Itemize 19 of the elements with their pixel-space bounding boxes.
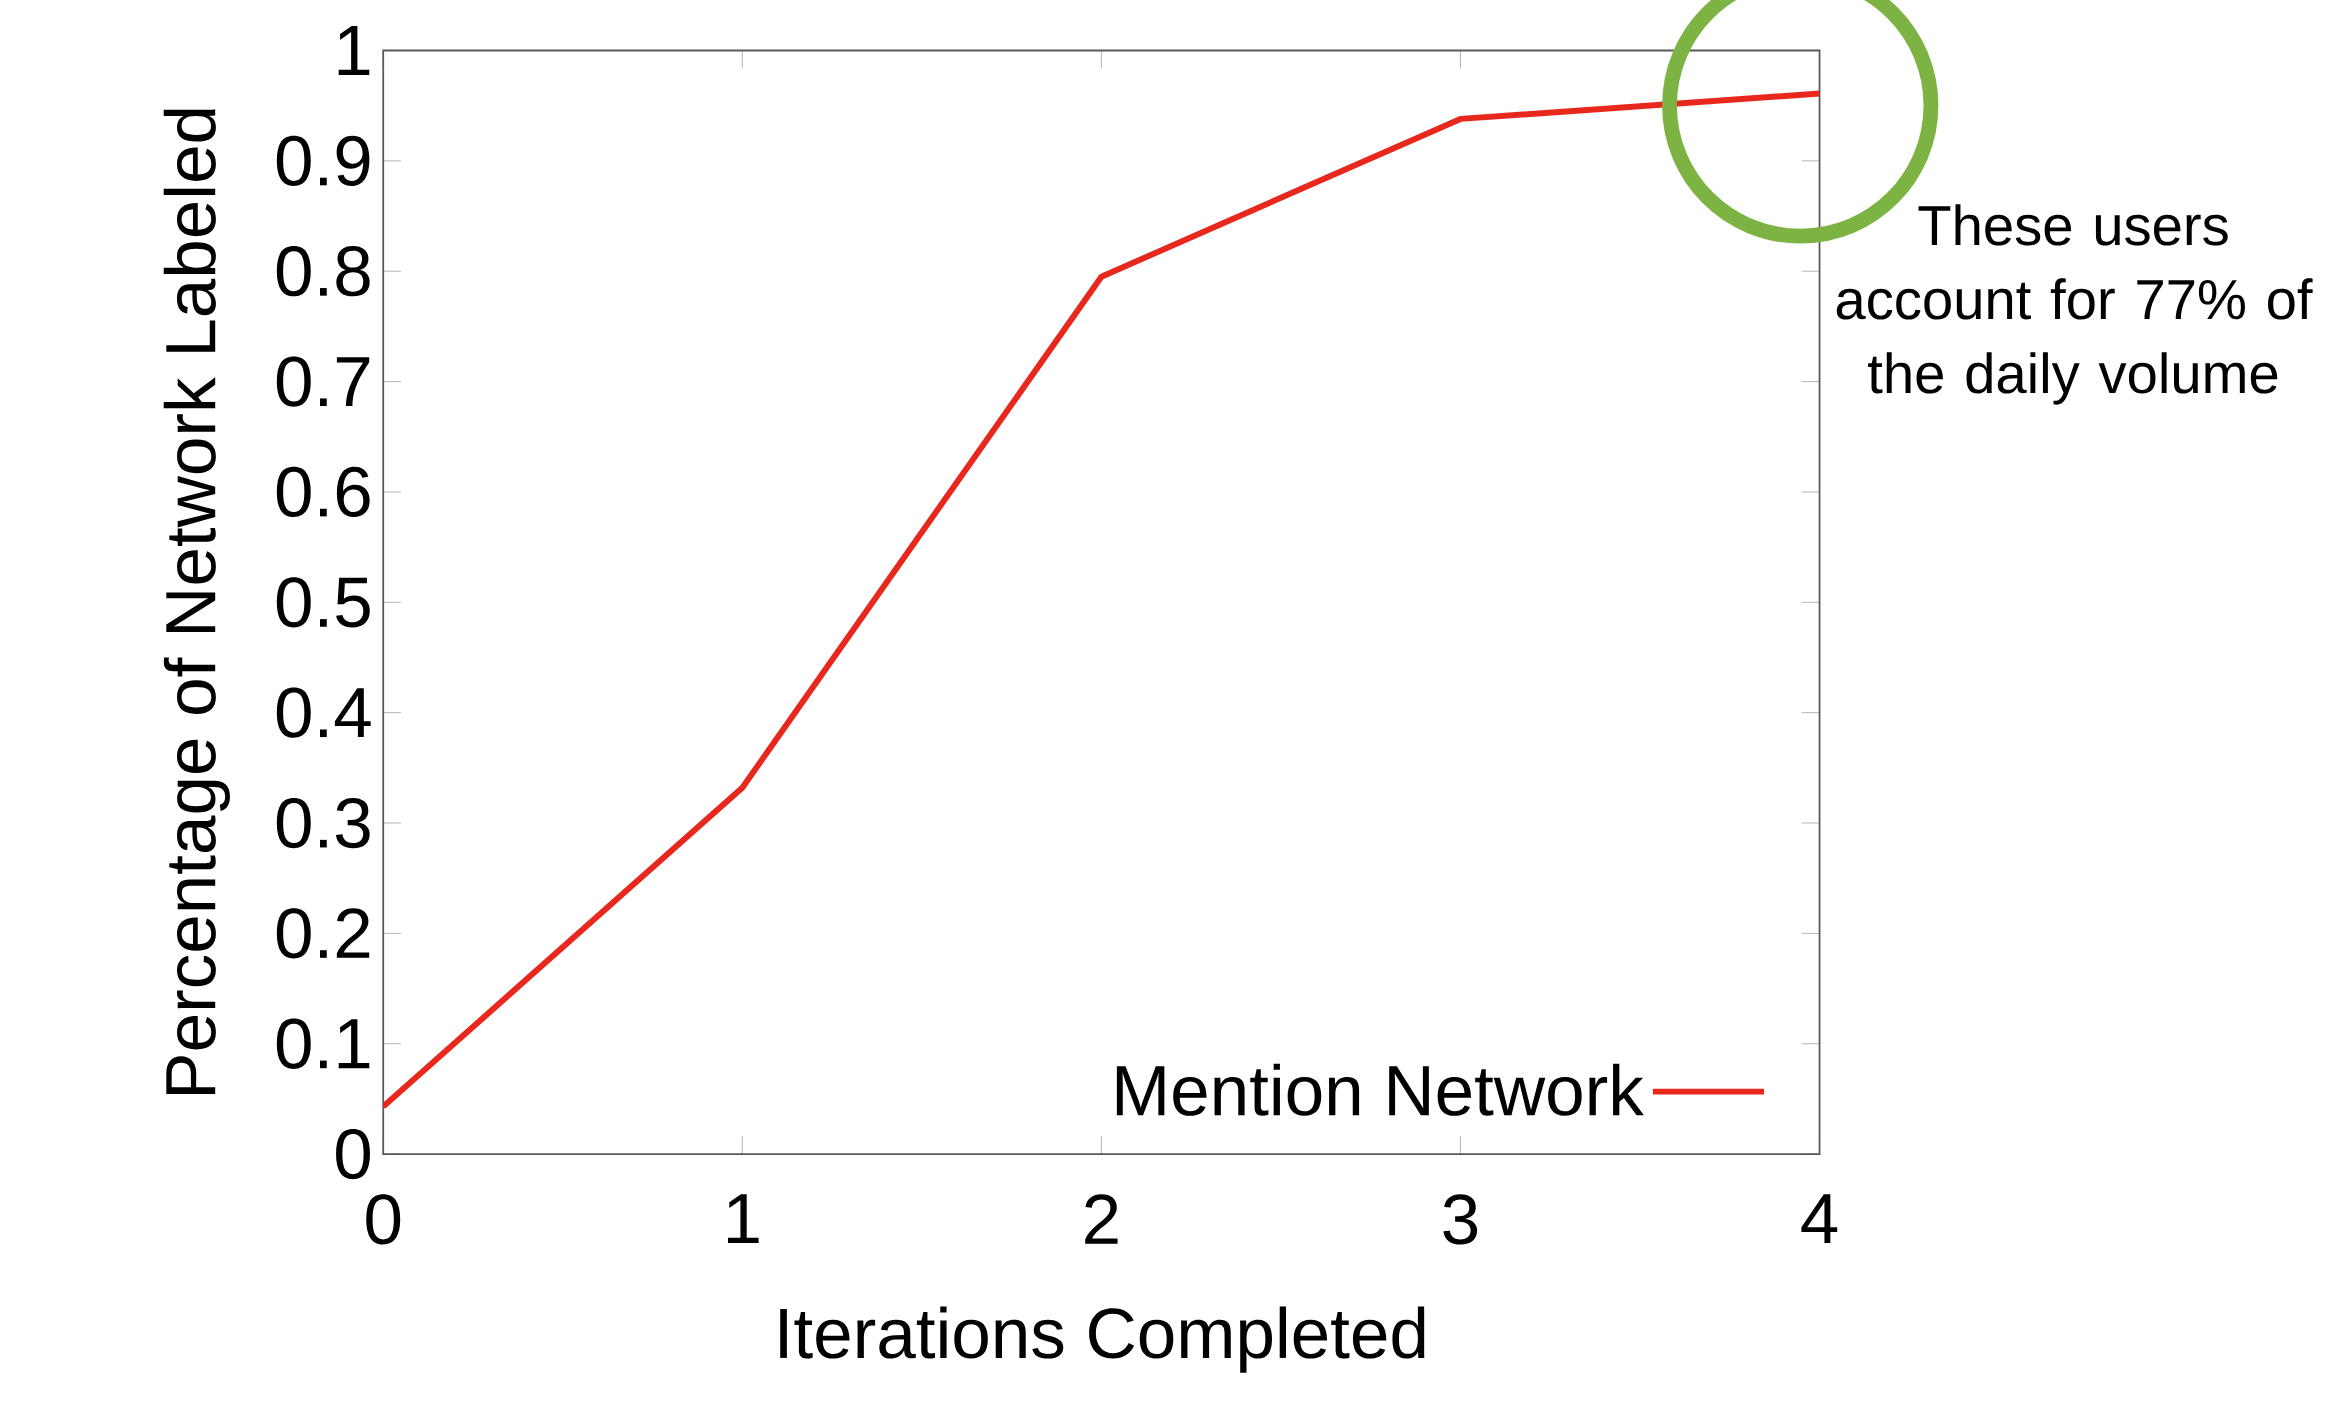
y-tick-label: 0 [336,1129,370,1180]
y-tick-label: 0.5 [276,577,370,628]
y-tick-label: 0.1 [276,1018,370,1070]
x-tick-label: 2 [1085,1194,1118,1245]
y-tick-label: 0.9 [276,135,370,187]
y-tick-label: 0.3 [276,798,370,849]
y-tick-label: 0.6 [276,466,370,518]
y-tick-label: 1 [338,26,370,76]
text: These users account for 77% of the daily volume [1836,204,2313,405]
x-tick-label: 1 [727,1194,759,1244]
legend-label: Mention Network [1116,1063,1644,1117]
y-tick-label: 0.7 [276,356,370,407]
y-tick-label: 0.8 [276,246,370,297]
x-axis-title: Iterations Completed [780,1306,1425,1373]
y-tick-label: 0.4 [276,687,371,738]
x-tick-label: 3 [1443,1194,1478,1245]
x-tick-label: 4 [1801,1194,1838,1244]
y-axis-title: Percentage of Network Labeled [163,109,230,1095]
y-tick-label: 0.2 [276,908,370,959]
